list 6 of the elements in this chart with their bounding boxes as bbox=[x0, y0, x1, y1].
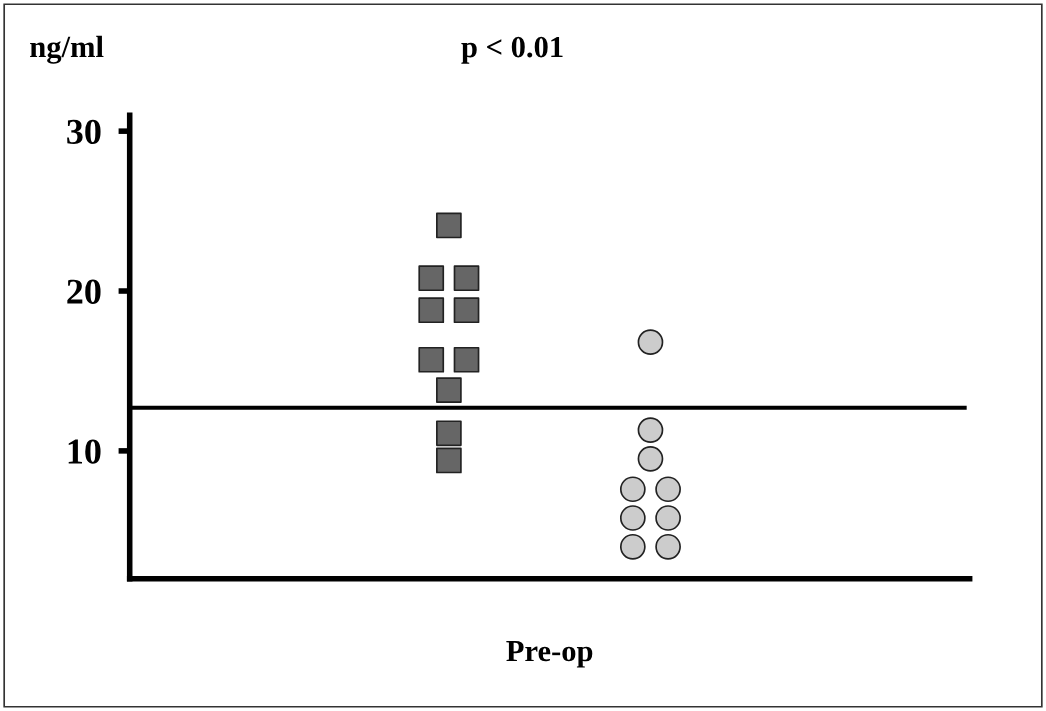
x-tick-label: Pre-op bbox=[506, 641, 593, 668]
y-tick-label: 20 bbox=[67, 279, 101, 304]
text: p < 0.01 bbox=[461, 36, 563, 64]
y-tick-label: 10 bbox=[68, 439, 101, 464]
y-tick-label: 30 bbox=[67, 119, 101, 145]
y-axis-title: ng/ml bbox=[30, 35, 104, 64]
